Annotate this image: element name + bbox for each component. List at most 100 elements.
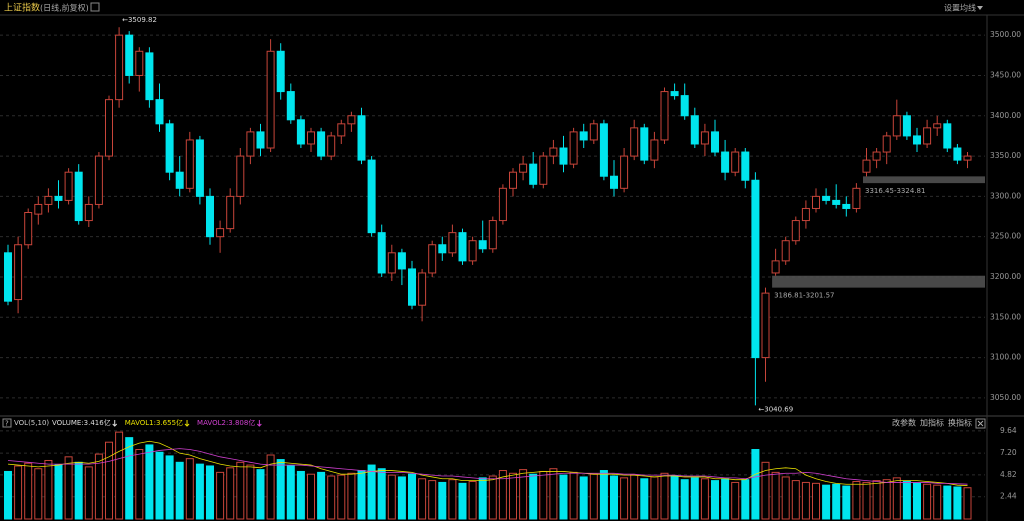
volume-bar: [135, 449, 144, 520]
gap-zone: [772, 275, 985, 288]
candle-body: [34, 203, 43, 215]
volume-bar: [337, 474, 346, 520]
volume-bar: [741, 479, 750, 520]
candle-body: [155, 99, 164, 125]
menu[interactable]: 设置均线: [944, 3, 976, 13]
volume-bar: [276, 459, 285, 520]
candle-body: [721, 151, 730, 173]
volume-bar: [731, 481, 740, 520]
candle-body: [54, 195, 63, 201]
volume-bar: [34, 468, 43, 520]
candle-body: [650, 139, 659, 161]
candle-body: [115, 34, 124, 101]
subtitle: (日线,前复权): [40, 3, 89, 13]
volume-bar: [852, 481, 861, 520]
candle-body: [509, 171, 517, 189]
candle-body: [539, 155, 548, 185]
volume-bar: [660, 472, 669, 520]
candle-body: [317, 131, 326, 157]
gap-zone: [863, 176, 985, 184]
volume-bar: [216, 471, 225, 520]
gap-label: 3186.81-3201.57: [774, 292, 834, 300]
y-tick-label: 3400.00: [990, 111, 1021, 120]
volume-bar: [650, 476, 659, 520]
candle-body: [953, 147, 962, 161]
volume-bar: [408, 473, 416, 520]
candle-body: [862, 159, 871, 173]
gap-label: 3316.45-3324.81: [865, 187, 925, 195]
volume-bar: [771, 471, 780, 520]
candle-body: [519, 163, 528, 173]
candle-body: [347, 115, 356, 125]
y-tick-label: 3150.00: [990, 312, 1021, 321]
volume-bar: [418, 478, 427, 520]
legend-arrow: [112, 420, 118, 427]
volume-bar: [74, 461, 83, 520]
candle-body: [408, 268, 416, 306]
legend-arrow: [256, 420, 262, 427]
y-tick-label: 2.44: [1000, 492, 1017, 501]
volume-bar: [367, 464, 376, 520]
settings-icon[interactable]: [90, 2, 100, 12]
candle-body: [902, 115, 911, 137]
candle-body: [670, 91, 679, 97]
volume-bar: [125, 437, 134, 520]
y-tick-label: 3250.00: [990, 232, 1021, 241]
volume-bar: [963, 487, 972, 520]
moving-average-line: [7, 448, 968, 485]
volume-bar: [670, 475, 679, 520]
volume-bar: [468, 481, 477, 520]
volume-bar: [842, 485, 851, 520]
candle-body: [771, 260, 780, 274]
candle-body: [731, 151, 740, 173]
candle-body: [812, 195, 820, 209]
volume-bar: [175, 461, 184, 520]
toolbar-button[interactable]: 加指标: [920, 418, 944, 428]
volume-bar: [498, 470, 507, 520]
candle-body: [468, 240, 477, 262]
menu-arrow: [977, 6, 983, 10]
candle-body: [94, 155, 103, 205]
candle-body: [24, 212, 33, 246]
help-icon[interactable]: [2, 418, 12, 428]
y-tick-label: 3350.00: [990, 151, 1021, 160]
candle-body: [569, 131, 578, 165]
y-tick-label: 4.82: [1000, 470, 1017, 479]
moving-average-line: [7, 440, 968, 486]
volume-bar: [882, 479, 891, 520]
volume-bar: [751, 449, 760, 520]
volume-bar: [206, 465, 214, 520]
volume-bar: [397, 476, 406, 520]
volume-bar: [84, 466, 93, 520]
candle-body: [286, 91, 295, 121]
legend-entry: MAVOL1:3.655亿: [125, 418, 183, 427]
candle-body: [680, 95, 689, 117]
candle-body: [357, 115, 366, 161]
y-tick-label: 3100.00: [990, 353, 1021, 362]
candle-body: [963, 155, 972, 161]
volume-bar: [488, 475, 497, 520]
y-tick-label: 7.20: [1000, 448, 1017, 457]
volume-bar: [377, 468, 386, 520]
min-annotation: ←3040.69: [758, 405, 793, 413]
candle-body: [599, 123, 608, 177]
toolbar-button[interactable]: 换指标: [948, 418, 972, 428]
candle-body: [832, 199, 841, 205]
volume-bar: [14, 465, 23, 520]
candle-body: [630, 127, 639, 157]
candle-body: [14, 244, 23, 301]
toolbar-button[interactable]: 改参数: [892, 418, 916, 428]
candle-body: [690, 115, 699, 145]
volume-bar: [549, 468, 558, 520]
candle-body: [428, 244, 437, 274]
legend-arrow: [184, 420, 190, 427]
candle-body: [529, 163, 538, 185]
candle-body: [640, 127, 649, 161]
candle-body: [125, 34, 134, 76]
volume-bar: [721, 478, 730, 520]
candle-body: [195, 139, 204, 197]
volume-bar: [680, 479, 689, 520]
close-icon[interactable]: [975, 418, 986, 429]
candle-body: [135, 50, 144, 76]
volume-bar: [620, 477, 629, 520]
